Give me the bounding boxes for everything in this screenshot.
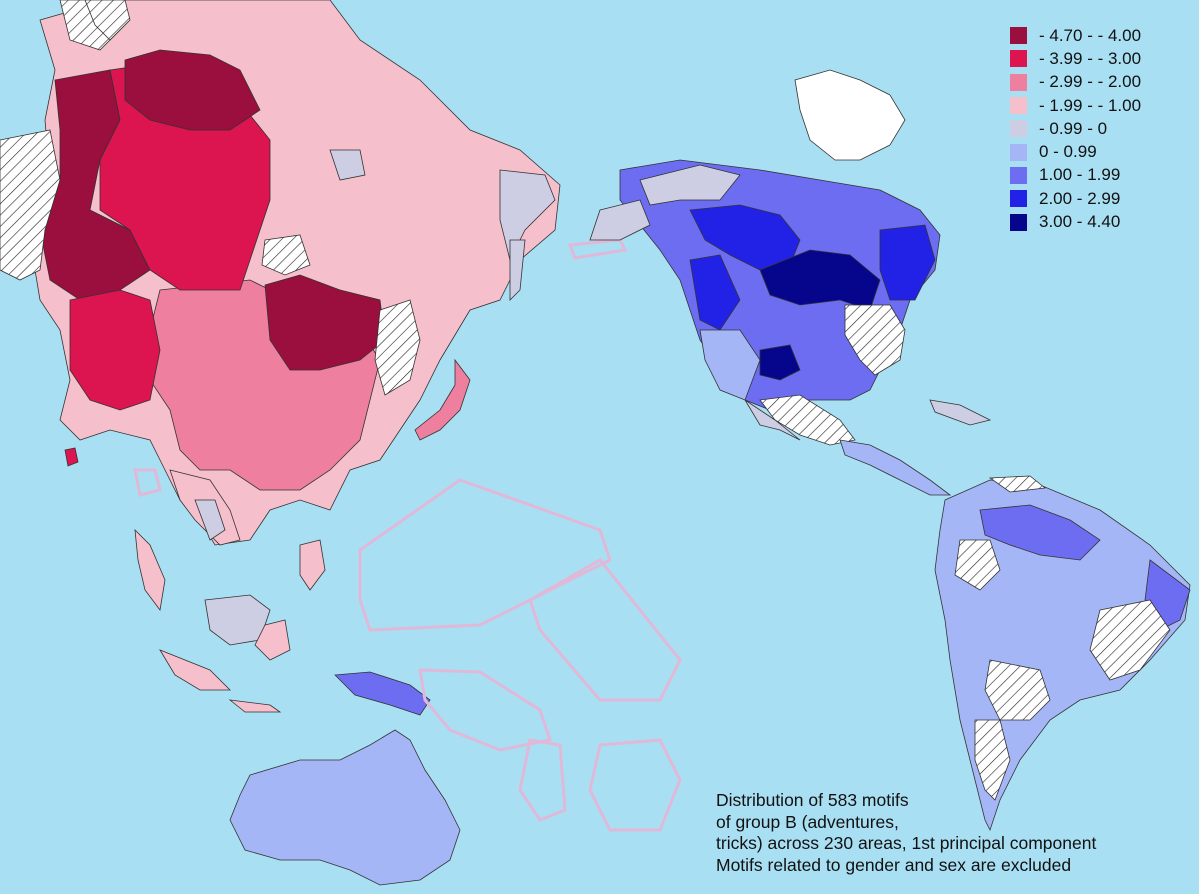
oceania-micronesia-outline xyxy=(358,478,612,632)
region-indochina-bluegrey xyxy=(194,499,226,541)
region-lesser-sunda xyxy=(228,699,282,713)
region-steppe-nodata xyxy=(261,234,311,276)
region-iberia-red xyxy=(69,289,161,411)
region-alaska xyxy=(589,199,651,241)
region-mongolia-dark xyxy=(264,274,386,371)
eurasia xyxy=(0,0,561,546)
legend-swatch xyxy=(1010,143,1027,161)
region-sakhalin xyxy=(509,239,526,301)
legend-label: - 0.99 - 0 xyxy=(1039,118,1108,138)
oceania-vanuatu-outline xyxy=(518,738,567,822)
legend-label: - 4.70 - - 4.00 xyxy=(1039,25,1142,45)
oceania-marshall-outline xyxy=(528,558,682,702)
oceania-bering-outline xyxy=(567,238,628,260)
oceania-outlines xyxy=(133,238,682,832)
oceania-melanesia-outline xyxy=(418,668,552,752)
legend-swatch xyxy=(1010,97,1027,115)
region-central-america xyxy=(839,439,952,496)
caption-line: Motifs related to gender and sex are exc… xyxy=(716,854,1072,875)
region-manchuria-nodata xyxy=(374,299,421,396)
legend-label: 1.00 - 1.99 xyxy=(1039,165,1121,185)
legend: - 4.70 - - 4.00 - 3.99 - - 3.00 - 2.99 -… xyxy=(1010,24,1190,234)
legend-item: 1.00 - 1.99 xyxy=(1010,164,1190,187)
legend-item: 2.00 - 2.99 xyxy=(1010,187,1190,210)
legend-item: - 1.99 - - 1.00 xyxy=(1010,94,1190,117)
legend-swatch xyxy=(1010,190,1027,208)
oceania-polynesia-outline xyxy=(588,738,682,832)
maritime-se-asia xyxy=(134,528,431,716)
region-southeast-nodata xyxy=(844,304,906,376)
legend-item: - 2.99 - - 2.00 xyxy=(1010,71,1190,94)
legend-item: - 4.70 - - 4.00 xyxy=(1010,24,1190,47)
region-caribbean xyxy=(929,399,992,426)
region-west-nodata xyxy=(954,539,1001,591)
legend-swatch xyxy=(1010,166,1027,184)
region-pacific-nw-blue xyxy=(689,254,741,331)
region-new-guinea xyxy=(334,671,431,716)
legend-label: - 2.99 - - 2.00 xyxy=(1039,72,1142,92)
legend-item: - 0.99 - 0 xyxy=(1010,117,1190,140)
region-greenland xyxy=(794,69,906,161)
region-australia xyxy=(229,729,461,886)
region-kola-dark xyxy=(124,49,261,131)
legend-item: - 3.99 - - 3.00 xyxy=(1010,47,1190,70)
north-america xyxy=(589,69,992,496)
caption-line: of group B (adventures, xyxy=(716,811,899,832)
region-philippines xyxy=(299,539,326,591)
region-scandinavia-nodata xyxy=(0,129,61,281)
caption-line: Distribution of 583 motifs xyxy=(716,790,909,810)
region-sumatra xyxy=(134,528,166,611)
legend-label: - 3.99 - - 3.00 xyxy=(1039,48,1142,68)
region-chaco-nodata xyxy=(984,659,1051,721)
legend-label: - 1.99 - - 1.00 xyxy=(1039,95,1142,115)
region-java xyxy=(159,649,231,691)
region-amazon-blue xyxy=(979,504,1101,561)
legend-swatch xyxy=(1010,50,1027,68)
region-caribbean-nodata xyxy=(988,475,1047,493)
legend-item: 3.00 - 4.40 xyxy=(1010,210,1190,233)
legend-item: 0 - 0.99 xyxy=(1010,140,1190,163)
legend-swatch xyxy=(1010,120,1027,138)
region-canada-arctic xyxy=(639,164,741,206)
legend-swatch xyxy=(1010,213,1027,231)
region-uk-nodata xyxy=(84,0,131,41)
region-siberia-bluegrey xyxy=(329,149,366,181)
region-northeast-blue xyxy=(879,224,936,301)
region-patagonia-nodata xyxy=(974,719,1011,801)
region-mexico-light xyxy=(744,399,801,441)
region-plains-dark xyxy=(759,344,801,381)
legend-swatch xyxy=(1010,27,1027,45)
legend-label: 0 - 0.99 xyxy=(1039,142,1097,162)
region-east-siberia xyxy=(499,169,556,262)
legend-label: 2.00 - 2.99 xyxy=(1039,188,1121,208)
region-island-south xyxy=(64,447,79,467)
region-japan xyxy=(414,358,471,441)
south-america xyxy=(934,475,1191,832)
region-sulawesi xyxy=(254,619,291,661)
map-caption: Distribution of 583 motifs of group B (a… xyxy=(716,790,1096,876)
legend-label: 3.00 - 4.40 xyxy=(1039,212,1121,232)
caption-line: tricks) across 230 areas, 1st principal … xyxy=(716,833,1097,853)
legend-swatch xyxy=(1010,73,1027,91)
region-east-brazil-nodata xyxy=(1089,599,1171,681)
oceania-andaman-outline xyxy=(133,468,162,497)
